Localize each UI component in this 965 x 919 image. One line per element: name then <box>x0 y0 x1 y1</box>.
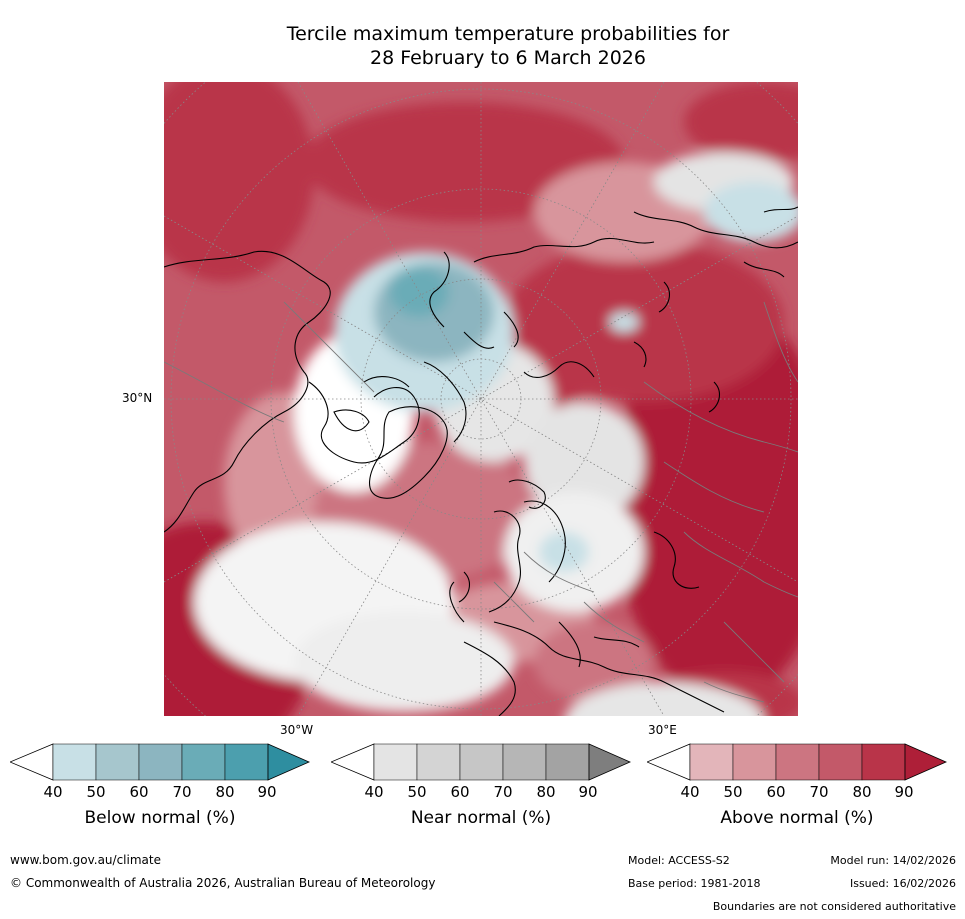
tick-below-80: 80 <box>215 783 235 801</box>
coastlines <box>164 206 798 716</box>
footer-issued: Issued: 16/02/2026 <box>849 877 956 890</box>
tick-above-80: 80 <box>852 783 872 801</box>
footer-disclaimer: Boundaries are not considered authoritat… <box>712 900 956 913</box>
colorbar-swatch <box>373 743 418 781</box>
colorbar-below-normal-swatches <box>10 743 310 781</box>
colorbar-swatch <box>459 743 504 781</box>
colorbar-label-near: Near normal (%) <box>410 808 552 828</box>
probability-field <box>164 82 798 716</box>
colorbar-swatch <box>138 743 183 781</box>
colorbar-swatch <box>224 743 269 781</box>
lon-label-30e: 30°E <box>648 723 677 737</box>
colorbar-extend-low <box>331 743 375 781</box>
tick-above-40: 40 <box>680 783 700 801</box>
tick-near-70: 70 <box>493 783 513 801</box>
tick-near-40: 40 <box>364 783 384 801</box>
colorbar-above-normal <box>647 743 947 781</box>
colorbar-extend-high <box>904 743 947 781</box>
colorbar-swatch <box>775 743 820 781</box>
footer-copyright: © Commonwealth of Australia 2026, Austra… <box>10 876 436 890</box>
lat-label-30n: 30°N <box>122 391 153 405</box>
map-canvas <box>164 82 798 716</box>
tick-above-60: 60 <box>766 783 786 801</box>
footer-base-period: Base period: 1981-2018 <box>628 877 761 890</box>
tick-above-90: 90 <box>894 783 914 801</box>
footer-model-run: Model run: 14/02/2026 <box>830 854 956 867</box>
tick-near-90: 90 <box>578 783 598 801</box>
colorbar-swatch <box>95 743 140 781</box>
title-line-1: Tercile maximum temperature probabilitie… <box>286 23 730 45</box>
colorbar-swatch <box>181 743 226 781</box>
tick-near-50: 50 <box>407 783 427 801</box>
probability-map <box>164 82 798 716</box>
colorbar-swatch <box>818 743 863 781</box>
graticule <box>164 82 798 716</box>
boundaries <box>164 301 798 703</box>
tick-near-60: 60 <box>450 783 470 801</box>
lon-label-30w: 30°W <box>280 723 314 737</box>
colorbar-swatch <box>861 743 906 781</box>
tick-below-90: 90 <box>257 783 277 801</box>
title-line-2: 28 February to 6 March 2026 <box>369 47 646 69</box>
colorbar-label-below: Below normal (%) <box>84 808 236 828</box>
tick-below-40: 40 <box>43 783 63 801</box>
colorbar-label-above: Above normal (%) <box>720 808 874 828</box>
colorbar-extend-low <box>647 743 691 781</box>
colorbar-extend-low <box>10 743 54 781</box>
colorbar-swatch <box>502 743 547 781</box>
colorbar-extend-high <box>588 743 631 781</box>
colorbar-below-normal <box>10 743 310 781</box>
chart-title: Tercile maximum temperature probabilitie… <box>0 22 965 70</box>
footer-website: www.bom.gov.au/climate <box>10 853 161 867</box>
colorbar-swatch <box>732 743 777 781</box>
tick-above-50: 50 <box>723 783 743 801</box>
colorbar-extend-high <box>267 743 310 781</box>
colorbar-swatch <box>52 743 97 781</box>
colorbar-swatch <box>689 743 734 781</box>
tick-below-50: 50 <box>86 783 106 801</box>
colorbar-near-normal <box>331 743 631 781</box>
tick-below-70: 70 <box>172 783 192 801</box>
tick-below-60: 60 <box>129 783 149 801</box>
colorbar-near-normal-swatches <box>331 743 631 781</box>
footer-model: Model: ACCESS-S2 <box>628 854 730 867</box>
tick-near-80: 80 <box>536 783 556 801</box>
colorbar-above-normal-swatches <box>647 743 947 781</box>
colorbar-swatch <box>545 743 590 781</box>
tick-above-70: 70 <box>809 783 829 801</box>
colorbar-swatch <box>416 743 461 781</box>
